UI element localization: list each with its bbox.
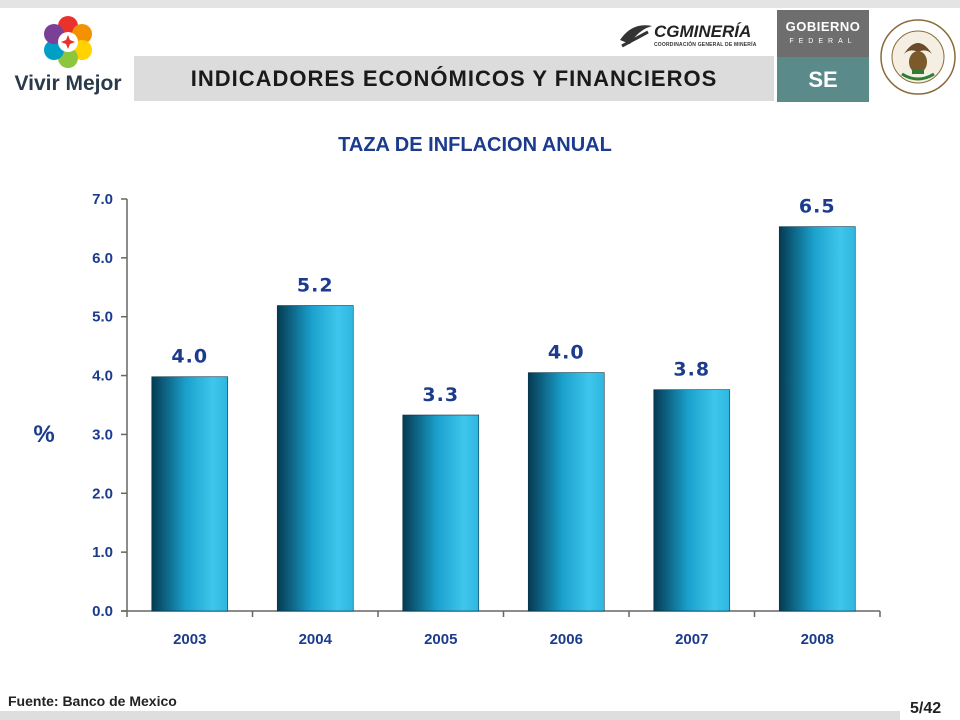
data-label: 6.5 — [799, 196, 836, 218]
se-box: SE — [777, 57, 869, 102]
mexico-seal-icon — [878, 14, 958, 100]
gobierno-federal-box: GOBIERNO FEDERAL — [777, 10, 869, 57]
bar-2006 — [527, 372, 605, 612]
cg-mineria-text: CGMINERÍA — [654, 22, 752, 41]
bar-2004 — [276, 305, 354, 612]
source-note: Fuente: Banco de Mexico — [8, 693, 177, 709]
page-title: INDICADORES ECONÓMICOS Y FINANCIEROS — [190, 65, 718, 91]
y-tick-label: 3.0 — [92, 426, 113, 443]
data-label: 5.2 — [297, 275, 334, 297]
mining-icon — [620, 25, 652, 48]
cg-mineria-subtext: COORDINACIÓN GENERAL DE MINERÍA — [654, 42, 757, 48]
gobierno-text: GOBIERNO — [785, 19, 861, 34]
x-tick-label: 2003 — [173, 631, 206, 648]
top-strip — [0, 0, 960, 8]
page-number: 5/42 — [910, 700, 942, 717]
y-tick-label: 0.0 — [92, 603, 113, 620]
y-tick-label: 4.0 — [92, 368, 113, 385]
y-tick-label: 7.0 — [92, 191, 113, 208]
bar-2005 — [402, 414, 480, 612]
data-label: 4.0 — [171, 346, 208, 368]
bar-2007 — [653, 389, 731, 612]
chart-title: TAZA DE INFLACION ANUAL — [338, 134, 612, 156]
data-label: 3.3 — [422, 384, 459, 406]
federal-text: FEDERAL — [789, 38, 857, 45]
data-label: 4.0 — [548, 342, 585, 364]
data-label: 3.8 — [673, 359, 710, 381]
y-tick-label: 5.0 — [92, 309, 113, 326]
x-tick-label: 2005 — [424, 631, 457, 648]
bottom-strip — [0, 711, 900, 720]
y-tick-label: 1.0 — [92, 544, 113, 561]
flower-icon — [44, 16, 92, 68]
y-axis-label: % — [33, 421, 54, 448]
bar-2003 — [151, 376, 229, 612]
header-band — [134, 56, 774, 101]
y-tick-label: 6.0 — [92, 250, 113, 267]
x-tick-label: 2008 — [801, 631, 834, 648]
x-tick-label: 2006 — [550, 631, 583, 648]
bar-2008 — [778, 226, 856, 612]
x-tick-label: 2007 — [675, 631, 708, 648]
x-tick-label: 2004 — [299, 631, 333, 648]
y-tick-label: 2.0 — [92, 485, 113, 502]
cg-mineria-logo: CGMINERÍA COORDINACIÓN GENERAL DE MINERÍ… — [618, 18, 768, 52]
vivir-mejor-logo: Vivir Mejor — [6, 14, 130, 104]
vivir-mejor-text: Vivir Mejor — [14, 72, 122, 95]
